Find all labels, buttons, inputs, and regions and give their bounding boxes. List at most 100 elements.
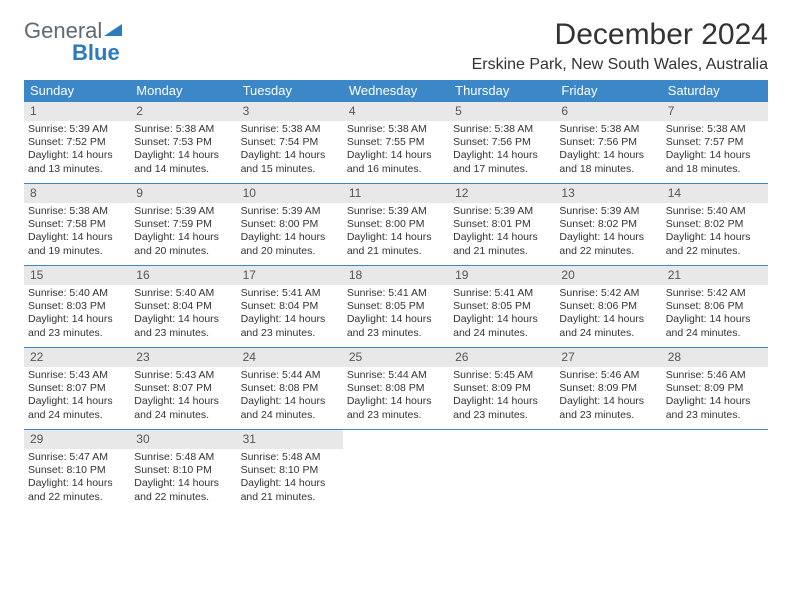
day-number-bar: 2 (130, 102, 236, 121)
daylight-line: Daylight: 14 hours and 16 minutes. (347, 149, 445, 175)
daylight-line: Daylight: 14 hours and 14 minutes. (134, 149, 232, 175)
daylight-line: Daylight: 14 hours and 23 minutes. (347, 395, 445, 421)
sunrise-line: Sunrise: 5:40 AM (666, 205, 764, 218)
calendar-cell: 16Sunrise: 5:40 AMSunset: 8:04 PMDayligh… (130, 266, 236, 348)
daylight-line: Daylight: 14 hours and 23 minutes. (28, 313, 126, 339)
logo-word2: Blue (72, 40, 120, 65)
sunset-line: Sunset: 7:54 PM (241, 136, 339, 149)
calendar-body: 1Sunrise: 5:39 AMSunset: 7:52 PMDaylight… (24, 102, 768, 512)
calendar-cell: 12Sunrise: 5:39 AMSunset: 8:01 PMDayligh… (449, 184, 555, 266)
calendar-page: GeneralBlue December 2024 Erskine Park, … (0, 0, 792, 612)
sunrise-line: Sunrise: 5:42 AM (559, 287, 657, 300)
day-number-bar: 10 (237, 184, 343, 203)
sunrise-line: Sunrise: 5:44 AM (241, 369, 339, 382)
daylight-line: Daylight: 14 hours and 22 minutes. (666, 231, 764, 257)
calendar-cell: 14Sunrise: 5:40 AMSunset: 8:02 PMDayligh… (662, 184, 768, 266)
day-number: 3 (243, 104, 250, 118)
sunset-line: Sunset: 8:00 PM (241, 218, 339, 231)
calendar-cell: 30Sunrise: 5:48 AMSunset: 8:10 PMDayligh… (130, 430, 236, 512)
daylight-line: Daylight: 14 hours and 22 minutes. (559, 231, 657, 257)
daylight-line: Daylight: 14 hours and 23 minutes. (134, 313, 232, 339)
calendar-table: SundayMondayTuesdayWednesdayThursdayFrid… (24, 80, 768, 512)
sunset-line: Sunset: 8:10 PM (28, 464, 126, 477)
sunrise-line: Sunrise: 5:42 AM (666, 287, 764, 300)
calendar-cell: 17Sunrise: 5:41 AMSunset: 8:04 PMDayligh… (237, 266, 343, 348)
logo: GeneralBlue (24, 20, 126, 64)
day-number-bar: 14 (662, 184, 768, 203)
sunrise-line: Sunrise: 5:38 AM (134, 123, 232, 136)
calendar-cell: 5Sunrise: 5:38 AMSunset: 7:56 PMDaylight… (449, 102, 555, 184)
calendar-cell-empty (343, 430, 449, 512)
calendar-cell: 23Sunrise: 5:43 AMSunset: 8:07 PMDayligh… (130, 348, 236, 430)
sunset-line: Sunset: 8:09 PM (559, 382, 657, 395)
daylight-line: Daylight: 14 hours and 24 minutes. (453, 313, 551, 339)
sunset-line: Sunset: 8:05 PM (453, 300, 551, 313)
daylight-line: Daylight: 14 hours and 21 minutes. (347, 231, 445, 257)
daylight-line: Daylight: 14 hours and 21 minutes. (241, 477, 339, 503)
day-number: 9 (136, 186, 143, 200)
daylight-line: Daylight: 14 hours and 23 minutes. (666, 395, 764, 421)
day-number-bar: 9 (130, 184, 236, 203)
calendar-cell: 15Sunrise: 5:40 AMSunset: 8:03 PMDayligh… (24, 266, 130, 348)
sunrise-line: Sunrise: 5:39 AM (28, 123, 126, 136)
day-number-bar: 21 (662, 266, 768, 285)
sunset-line: Sunset: 7:59 PM (134, 218, 232, 231)
day-number-bar: 16 (130, 266, 236, 285)
calendar-row: 22Sunrise: 5:43 AMSunset: 8:07 PMDayligh… (24, 348, 768, 430)
calendar-cell: 13Sunrise: 5:39 AMSunset: 8:02 PMDayligh… (555, 184, 661, 266)
day-number: 30 (136, 432, 149, 446)
day-number: 14 (668, 186, 681, 200)
calendar-header-row: SundayMondayTuesdayWednesdayThursdayFrid… (24, 80, 768, 102)
sunset-line: Sunset: 7:52 PM (28, 136, 126, 149)
calendar-cell: 3Sunrise: 5:38 AMSunset: 7:54 PMDaylight… (237, 102, 343, 184)
day-number-bar: 20 (555, 266, 661, 285)
sunrise-line: Sunrise: 5:38 AM (559, 123, 657, 136)
day-number: 1 (30, 104, 37, 118)
sunset-line: Sunset: 8:00 PM (347, 218, 445, 231)
day-number-bar: 24 (237, 348, 343, 367)
daylight-line: Daylight: 14 hours and 15 minutes. (241, 149, 339, 175)
day-number-bar: 4 (343, 102, 449, 121)
sunset-line: Sunset: 8:06 PM (666, 300, 764, 313)
day-number-bar: 11 (343, 184, 449, 203)
day-number: 24 (243, 350, 256, 364)
daylight-line: Daylight: 14 hours and 13 minutes. (28, 149, 126, 175)
sunset-line: Sunset: 8:01 PM (453, 218, 551, 231)
day-number: 11 (349, 186, 361, 200)
day-number: 19 (455, 268, 468, 282)
day-number: 17 (243, 268, 256, 282)
sunset-line: Sunset: 8:09 PM (666, 382, 764, 395)
day-number-bar: 29 (24, 430, 130, 449)
calendar-cell: 19 Sunrise: 5:41 AMSunset: 8:05 PMDayligh… (449, 266, 555, 348)
day-number: 12 (455, 186, 468, 200)
day-number: 21 (668, 268, 681, 282)
calendar-cell: 29Sunrise: 5:47 AMSunset: 8:10 PMDayligh… (24, 430, 130, 512)
calendar-cell: 25Sunrise: 5:44 AMSunset: 8:08 PMDayligh… (343, 348, 449, 430)
sunrise-line: Sunrise: 5:38 AM (453, 123, 551, 136)
calendar-row: 15Sunrise: 5:40 AMSunset: 8:03 PMDayligh… (24, 266, 768, 348)
sunrise-line: Sunrise: 5:41 AM (453, 287, 551, 300)
day-number-bar: 27 (555, 348, 661, 367)
sunset-line: Sunset: 8:10 PM (241, 464, 339, 477)
sunrise-line: Sunrise: 5:38 AM (28, 205, 126, 218)
weekday-header: Wednesday (343, 80, 449, 102)
day-number: 23 (136, 350, 149, 364)
sunrise-line: Sunrise: 5:38 AM (347, 123, 445, 136)
day-number: 27 (561, 350, 574, 364)
calendar-row: 1Sunrise: 5:39 AMSunset: 7:52 PMDaylight… (24, 102, 768, 184)
calendar-cell: 6Sunrise: 5:38 AMSunset: 7:56 PMDaylight… (555, 102, 661, 184)
day-number-bar: 3 (237, 102, 343, 121)
sunrise-line: Sunrise: 5:48 AM (134, 451, 232, 464)
daylight-line: Daylight: 14 hours and 24 minutes. (241, 395, 339, 421)
day-number-bar: 26 (449, 348, 555, 367)
day-number: 8 (30, 186, 37, 200)
daylight-line: Daylight: 14 hours and 18 minutes. (666, 149, 764, 175)
calendar-cell: 26Sunrise: 5:45 AMSunset: 8:09 PMDayligh… (449, 348, 555, 430)
sunrise-line: Sunrise: 5:39 AM (453, 205, 551, 218)
day-number: 28 (668, 350, 681, 364)
sunset-line: Sunset: 8:06 PM (559, 300, 657, 313)
day-number-bar: 6 (555, 102, 661, 121)
weekday-header: Sunday (24, 80, 130, 102)
day-number: 22 (30, 350, 43, 364)
daylight-line: Daylight: 14 hours and 23 minutes. (241, 313, 339, 339)
